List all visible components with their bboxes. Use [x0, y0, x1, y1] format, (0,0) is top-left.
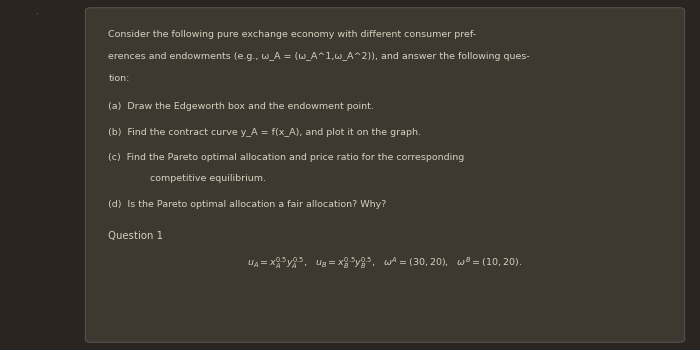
Text: (b)  Find the contract curve y_A = f(x_A), and plot it on the graph.: (b) Find the contract curve y_A = f(x_A)…: [108, 128, 421, 137]
Text: (c)  Find the Pareto optimal allocation and price ratio for the corresponding: (c) Find the Pareto optimal allocation a…: [108, 153, 465, 162]
Text: erences and endowments (e.g., ω_A = (ω_A^1,ω_A^2)), and answer the following que: erences and endowments (e.g., ω_A = (ω_A…: [108, 52, 531, 61]
Text: Question 1: Question 1: [108, 231, 164, 241]
Text: competitive equilibrium.: competitive equilibrium.: [150, 174, 267, 183]
Text: (d)  Is the Pareto optimal allocation a fair allocation? Why?: (d) Is the Pareto optimal allocation a f…: [108, 200, 387, 209]
Text: tion:: tion:: [108, 74, 130, 83]
Text: Consider the following pure exchange economy with different consumer pref-: Consider the following pure exchange eco…: [108, 30, 477, 39]
Text: $u_A = x_A^{0.5}y_A^{0.5}$,   $u_B = x_B^{0.5}y_B^{0.5}$,   $\omega^A = (30, 20): $u_A = x_A^{0.5}y_A^{0.5}$, $u_B = x_B^{…: [247, 256, 523, 271]
Text: (a)  Draw the Edgeworth box and the endowment point.: (a) Draw the Edgeworth box and the endow…: [108, 102, 374, 111]
FancyBboxPatch shape: [85, 8, 685, 342]
Text: ·: ·: [35, 10, 38, 20]
